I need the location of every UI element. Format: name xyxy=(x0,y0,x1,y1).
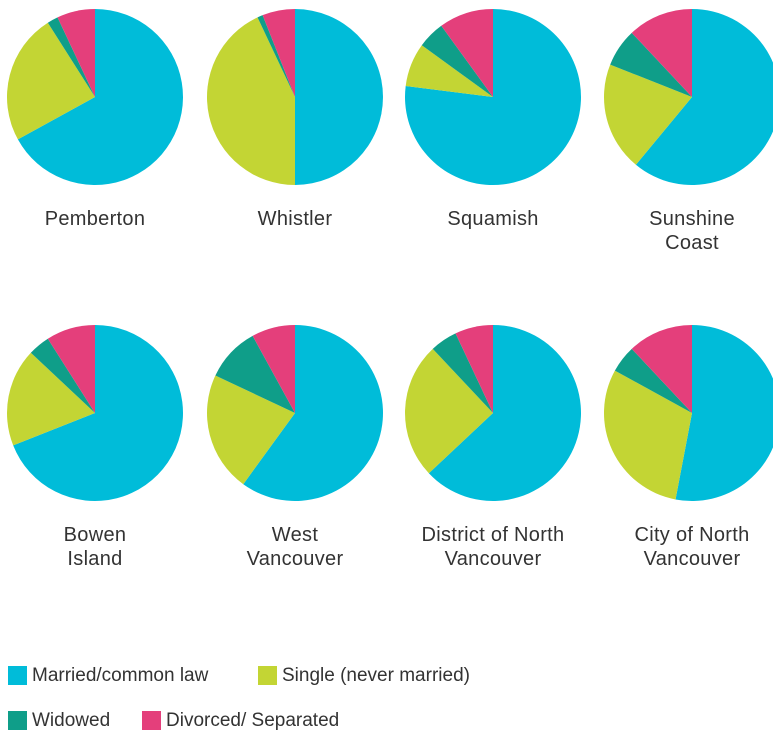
legend-swatch xyxy=(8,711,27,730)
pie-slice xyxy=(295,9,383,185)
pie-slice xyxy=(631,9,692,97)
pie-slice xyxy=(17,9,184,186)
pie-slice xyxy=(30,338,95,413)
pie-title: Squamish xyxy=(447,208,539,230)
pie-slice xyxy=(47,325,95,413)
pie-slice xyxy=(604,64,692,165)
pie-slice xyxy=(243,325,384,502)
pie-slice xyxy=(262,9,295,97)
pie-slice xyxy=(441,9,493,97)
pie-slice xyxy=(455,325,493,413)
pie-slice xyxy=(405,9,582,185)
legend-swatch xyxy=(258,666,277,685)
pie-title: District of North Vancouver xyxy=(421,524,565,570)
pie-slice xyxy=(405,45,493,97)
legend-label: Married/common law xyxy=(32,665,209,686)
pie-slice xyxy=(57,9,95,97)
pie-slice xyxy=(421,25,493,98)
legend-label: Divorced/ Separated xyxy=(166,710,340,731)
pie-slice xyxy=(47,17,95,97)
pie-title: Whistler xyxy=(257,208,333,230)
legend-label: Single (never married) xyxy=(282,665,470,686)
pie-slice xyxy=(206,375,295,485)
pie-title: Sunshine Coast xyxy=(649,208,735,254)
pie-title: West Vancouver xyxy=(246,524,344,570)
pie-slice xyxy=(215,335,295,413)
pie-slice xyxy=(7,352,96,446)
pie-slice xyxy=(604,370,692,500)
legend-label: Widowed xyxy=(32,710,111,731)
pie-slice xyxy=(432,333,493,413)
pie-slice xyxy=(6,22,95,140)
pie-slice xyxy=(635,9,773,185)
pie-slice xyxy=(405,348,493,474)
pie-slice xyxy=(13,325,183,501)
pie-slice xyxy=(631,325,692,413)
pie-slice xyxy=(428,325,582,501)
pie-title: Bowen Island xyxy=(63,524,127,570)
pie-slice xyxy=(614,348,692,413)
pie-title: Pemberton xyxy=(44,208,146,230)
pie-slice xyxy=(610,32,692,97)
pie-slice xyxy=(675,325,773,501)
legend-swatch xyxy=(8,666,27,685)
pie-slice xyxy=(257,15,295,97)
pie-slice xyxy=(207,17,295,186)
pie-title: City of North Vancouver xyxy=(634,524,750,570)
legend-swatch xyxy=(142,711,161,730)
pie-slice xyxy=(252,325,295,413)
